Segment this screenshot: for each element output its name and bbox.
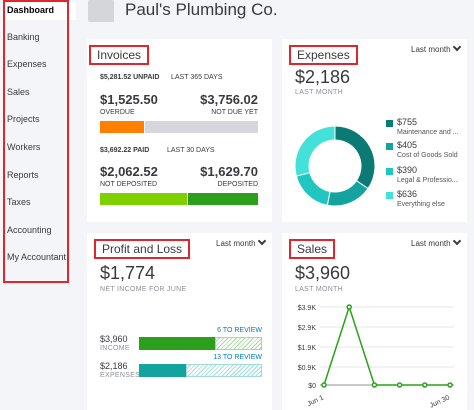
- sales-y-tick-label: $0: [308, 383, 316, 390]
- sidebar-item-my-accountant[interactable]: My Accountant: [7, 252, 67, 262]
- sidebar: Dashboard Banking Expenses Sales Project…: [0, 0, 76, 410]
- pnl-net-income: $1,774: [100, 263, 156, 283]
- invoices-deposited-bar[interactable]: [188, 193, 258, 205]
- invoices-overdue-label: OVERDUE: [100, 109, 135, 116]
- sales-line: [323, 304, 450, 386]
- sidebar-item-expenses[interactable]: Expenses: [7, 59, 47, 69]
- invoices-notdue-label: NOT DUE YET: [211, 109, 258, 116]
- invoices-unpaid-period: LAST 365 DAYS: [171, 74, 223, 81]
- pnl-income-toreview-fill: [215, 337, 262, 350]
- sidebar-item-projects[interactable]: Projects: [7, 114, 40, 124]
- sidebar-item-workers[interactable]: Workers: [7, 142, 41, 152]
- legend-swatch-maintenance: [386, 120, 393, 127]
- sales-x-tick-label: Jun 1: [306, 394, 325, 408]
- legend-swatch-everything-else: [386, 192, 393, 199]
- sidebar-item-dashboard[interactable]: Dashboard: [3, 2, 76, 20]
- expenses-card: Expenses Last month $2,186 LAST MONTH $7…: [282, 39, 467, 222]
- expenses-title[interactable]: Expenses: [289, 45, 358, 65]
- legend-amount-legal: $390: [397, 165, 418, 175]
- invoices-notdeposited-label: NOT DEPOSITED: [100, 181, 158, 188]
- pnl-expenses-bar[interactable]: [139, 364, 262, 377]
- sales-y-tick-label: $0.9K: [298, 365, 317, 372]
- invoices-notdue-bar[interactable]: [145, 121, 258, 133]
- sales-data-point[interactable]: [422, 382, 428, 388]
- sales-period: LAST MONTH: [295, 286, 343, 293]
- pnl-expenses-review-link[interactable]: 13 TO REVIEW: [213, 354, 262, 361]
- donut-slice-3[interactable]: [294, 125, 336, 177]
- donut-slice-0[interactable]: [334, 125, 376, 190]
- pnl-expenses-reviewed-fill: [139, 364, 186, 377]
- legend-label-maintenance: Maintenance and ...: [397, 129, 459, 136]
- expenses-period-dropdown[interactable]: Last month: [411, 42, 461, 54]
- pnl-net-label: NET INCOME FOR JUNE: [100, 286, 187, 293]
- pnl-income-label: INCOME: [100, 345, 130, 352]
- profit-loss-card: Profit and Loss Last month $1,774 NET IN…: [87, 233, 272, 410]
- expenses-dropdown-label: Last month: [411, 45, 451, 54]
- pnl-income-reviewed-fill: [139, 337, 215, 350]
- sales-x-tick-label: Jun 30: [429, 394, 451, 409]
- sidebar-item-accounting[interactable]: Accounting: [7, 225, 52, 235]
- invoices-title[interactable]: Invoices: [89, 45, 150, 65]
- sales-y-tick-label: $3.9K: [298, 305, 317, 312]
- pnl-expenses-label: EXPENSES: [100, 372, 141, 379]
- invoices-paid-amount: $3,692.22 PAID: [100, 147, 150, 154]
- invoices-deposited-amount: $1,629.70: [200, 164, 258, 179]
- sales-data-point[interactable]: [447, 382, 453, 388]
- sidebar-item-sales[interactable]: Sales: [7, 87, 30, 97]
- donut-slice-1[interactable]: [326, 179, 369, 207]
- expenses-donut-chart[interactable]: [292, 123, 378, 209]
- invoices-unpaid-amount: $5,281.52 UNPAID: [100, 74, 160, 81]
- sales-data-point[interactable]: [396, 382, 403, 388]
- pnl-period-dropdown[interactable]: Last month: [216, 236, 266, 248]
- legend-label-legal: Legal & Professio...: [397, 177, 458, 184]
- pnl-income-amount: $3,960: [100, 334, 128, 344]
- legend-swatch-legal: [386, 168, 393, 175]
- sidebar-item-taxes[interactable]: Taxes: [7, 197, 31, 207]
- pnl-dropdown-label: Last month: [216, 239, 256, 248]
- sales-title[interactable]: Sales: [289, 239, 336, 259]
- chevron-down-icon: [257, 236, 266, 246]
- expenses-period: LAST MONTH: [295, 89, 343, 96]
- sales-card: Sales Last month $3,960 LAST MONTH $3.9K…: [282, 233, 467, 410]
- legend-amount-cogs: $405: [397, 140, 418, 150]
- invoices-card: Invoices $5,281.52 UNPAID LAST 365 DAYS …: [87, 39, 272, 222]
- pnl-income-review-link[interactable]: 6 TO REVIEW: [217, 327, 262, 334]
- chevron-down-icon: [452, 236, 461, 246]
- sidebar-item-reports[interactable]: Reports: [7, 170, 39, 180]
- pnl-expenses-amount: $2,186: [100, 361, 128, 371]
- invoices-notdeposited-bar[interactable]: [100, 193, 187, 205]
- chevron-down-icon: [452, 42, 461, 52]
- pnl-expenses-toreview-fill: [186, 364, 262, 377]
- invoices-deposited-label: DEPOSITED: [217, 181, 258, 188]
- sidebar-item-banking[interactable]: Banking: [7, 32, 40, 42]
- sales-y-tick-label: $2.9K: [298, 325, 317, 332]
- legend-swatch-cogs: [386, 143, 393, 150]
- legend-amount-everything-else: $636: [397, 189, 418, 199]
- sales-total: $3,960: [295, 263, 351, 283]
- invoices-overdue-bar[interactable]: [100, 121, 144, 133]
- invoices-notdue-amount: $3,756.02: [200, 92, 258, 107]
- company-logo: [88, 0, 114, 22]
- sales-data-point[interactable]: [371, 382, 378, 388]
- sales-period-dropdown[interactable]: Last month: [411, 236, 461, 248]
- sales-y-tick-label: $1.9K: [298, 345, 317, 352]
- sales-dropdown-label: Last month: [411, 239, 451, 248]
- expenses-total: $2,186: [295, 67, 351, 87]
- legend-amount-maintenance: $755: [397, 117, 418, 127]
- sales-data-point[interactable]: [346, 304, 352, 310]
- invoices-paid-period: LAST 30 DAYS: [167, 147, 215, 154]
- donut-slice-2[interactable]: [295, 172, 331, 206]
- company-name: Paul's Plumbing Co.: [125, 0, 278, 19]
- legend-label-cogs: Cost of Goods Sold: [397, 152, 458, 159]
- legend-label-everything-else: Everything else: [397, 201, 445, 208]
- invoices-overdue-amount: $1,525.50: [100, 92, 158, 107]
- invoices-notdeposited-amount: $2,062.52: [100, 164, 158, 179]
- profit-loss-title[interactable]: Profit and Loss: [94, 239, 191, 259]
- sales-line-chart[interactable]: $3.9K $2.9K $1.9K $0.9K $0 Jun 1 Jun 30: [282, 298, 467, 410]
- sales-data-point[interactable]: [321, 382, 327, 388]
- pnl-income-bar[interactable]: [139, 337, 262, 350]
